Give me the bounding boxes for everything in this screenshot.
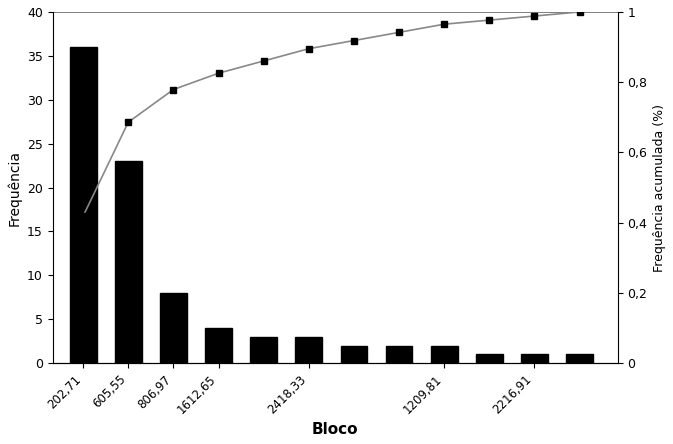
X-axis label: Bloco: Bloco: [312, 422, 359, 437]
Bar: [205, 328, 232, 363]
Bar: [566, 354, 593, 363]
Bar: [250, 337, 277, 363]
Bar: [431, 345, 458, 363]
Bar: [521, 354, 548, 363]
Y-axis label: Frequência acumulada (%): Frequência acumulada (%): [653, 103, 666, 272]
Bar: [295, 337, 322, 363]
Bar: [160, 293, 187, 363]
Y-axis label: Frequência: Frequência: [7, 150, 22, 226]
Bar: [115, 161, 141, 363]
Bar: [70, 47, 96, 363]
Bar: [341, 345, 367, 363]
Bar: [386, 345, 413, 363]
Bar: [476, 354, 503, 363]
